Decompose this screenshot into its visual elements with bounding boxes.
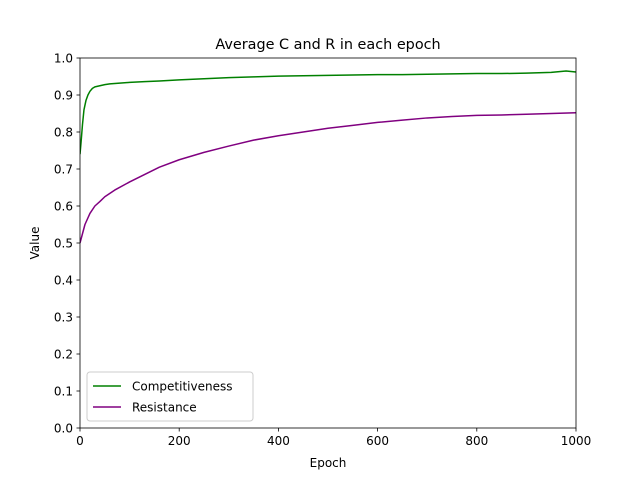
y-tick-label: 1.0 <box>54 51 73 65</box>
plot-area: 0 200 400 600 800 1000 0.0 0.1 0.2 0.3 0.4 0.5 0.6 0.… <box>54 51 591 448</box>
legend-label-resistance: Resistance <box>132 400 197 414</box>
series-group <box>80 70 576 244</box>
series-line-competitiveness <box>80 70 576 155</box>
x-tick-label: 600 <box>366 434 389 448</box>
y-axis-label: Value <box>28 227 42 260</box>
y-tick-label: 0.0 <box>54 421 73 435</box>
chart-title: Average C and R in each epoch <box>215 37 440 53</box>
y-tick-label: 0.3 <box>54 310 73 324</box>
y-tick-label: 0.1 <box>54 384 73 398</box>
x-tick-label: 400 <box>267 434 290 448</box>
y-tick-label: 0.8 <box>54 125 73 139</box>
legend: Competitiveness Resistance <box>86 371 254 422</box>
y-tick-label: 0.6 <box>54 199 73 213</box>
x-tick-label: 1000 <box>561 434 592 448</box>
y-tick-label: 0.4 <box>54 273 73 287</box>
x-tick-label: 800 <box>465 434 488 448</box>
legend-box <box>86 371 254 422</box>
y-tick-label: 0.5 <box>54 236 73 250</box>
legend-label-competitiveness: Competitiveness <box>132 379 232 393</box>
x-tick-label: 0 <box>76 434 84 448</box>
y-tick-label: 0.7 <box>54 162 73 176</box>
y-tick-label: 0.2 <box>54 347 73 361</box>
x-axis-label: Epoch <box>310 456 347 470</box>
series-line-resistance <box>80 112 576 244</box>
y-tick-label: 0.9 <box>54 88 73 102</box>
x-tick-label: 200 <box>168 434 191 448</box>
